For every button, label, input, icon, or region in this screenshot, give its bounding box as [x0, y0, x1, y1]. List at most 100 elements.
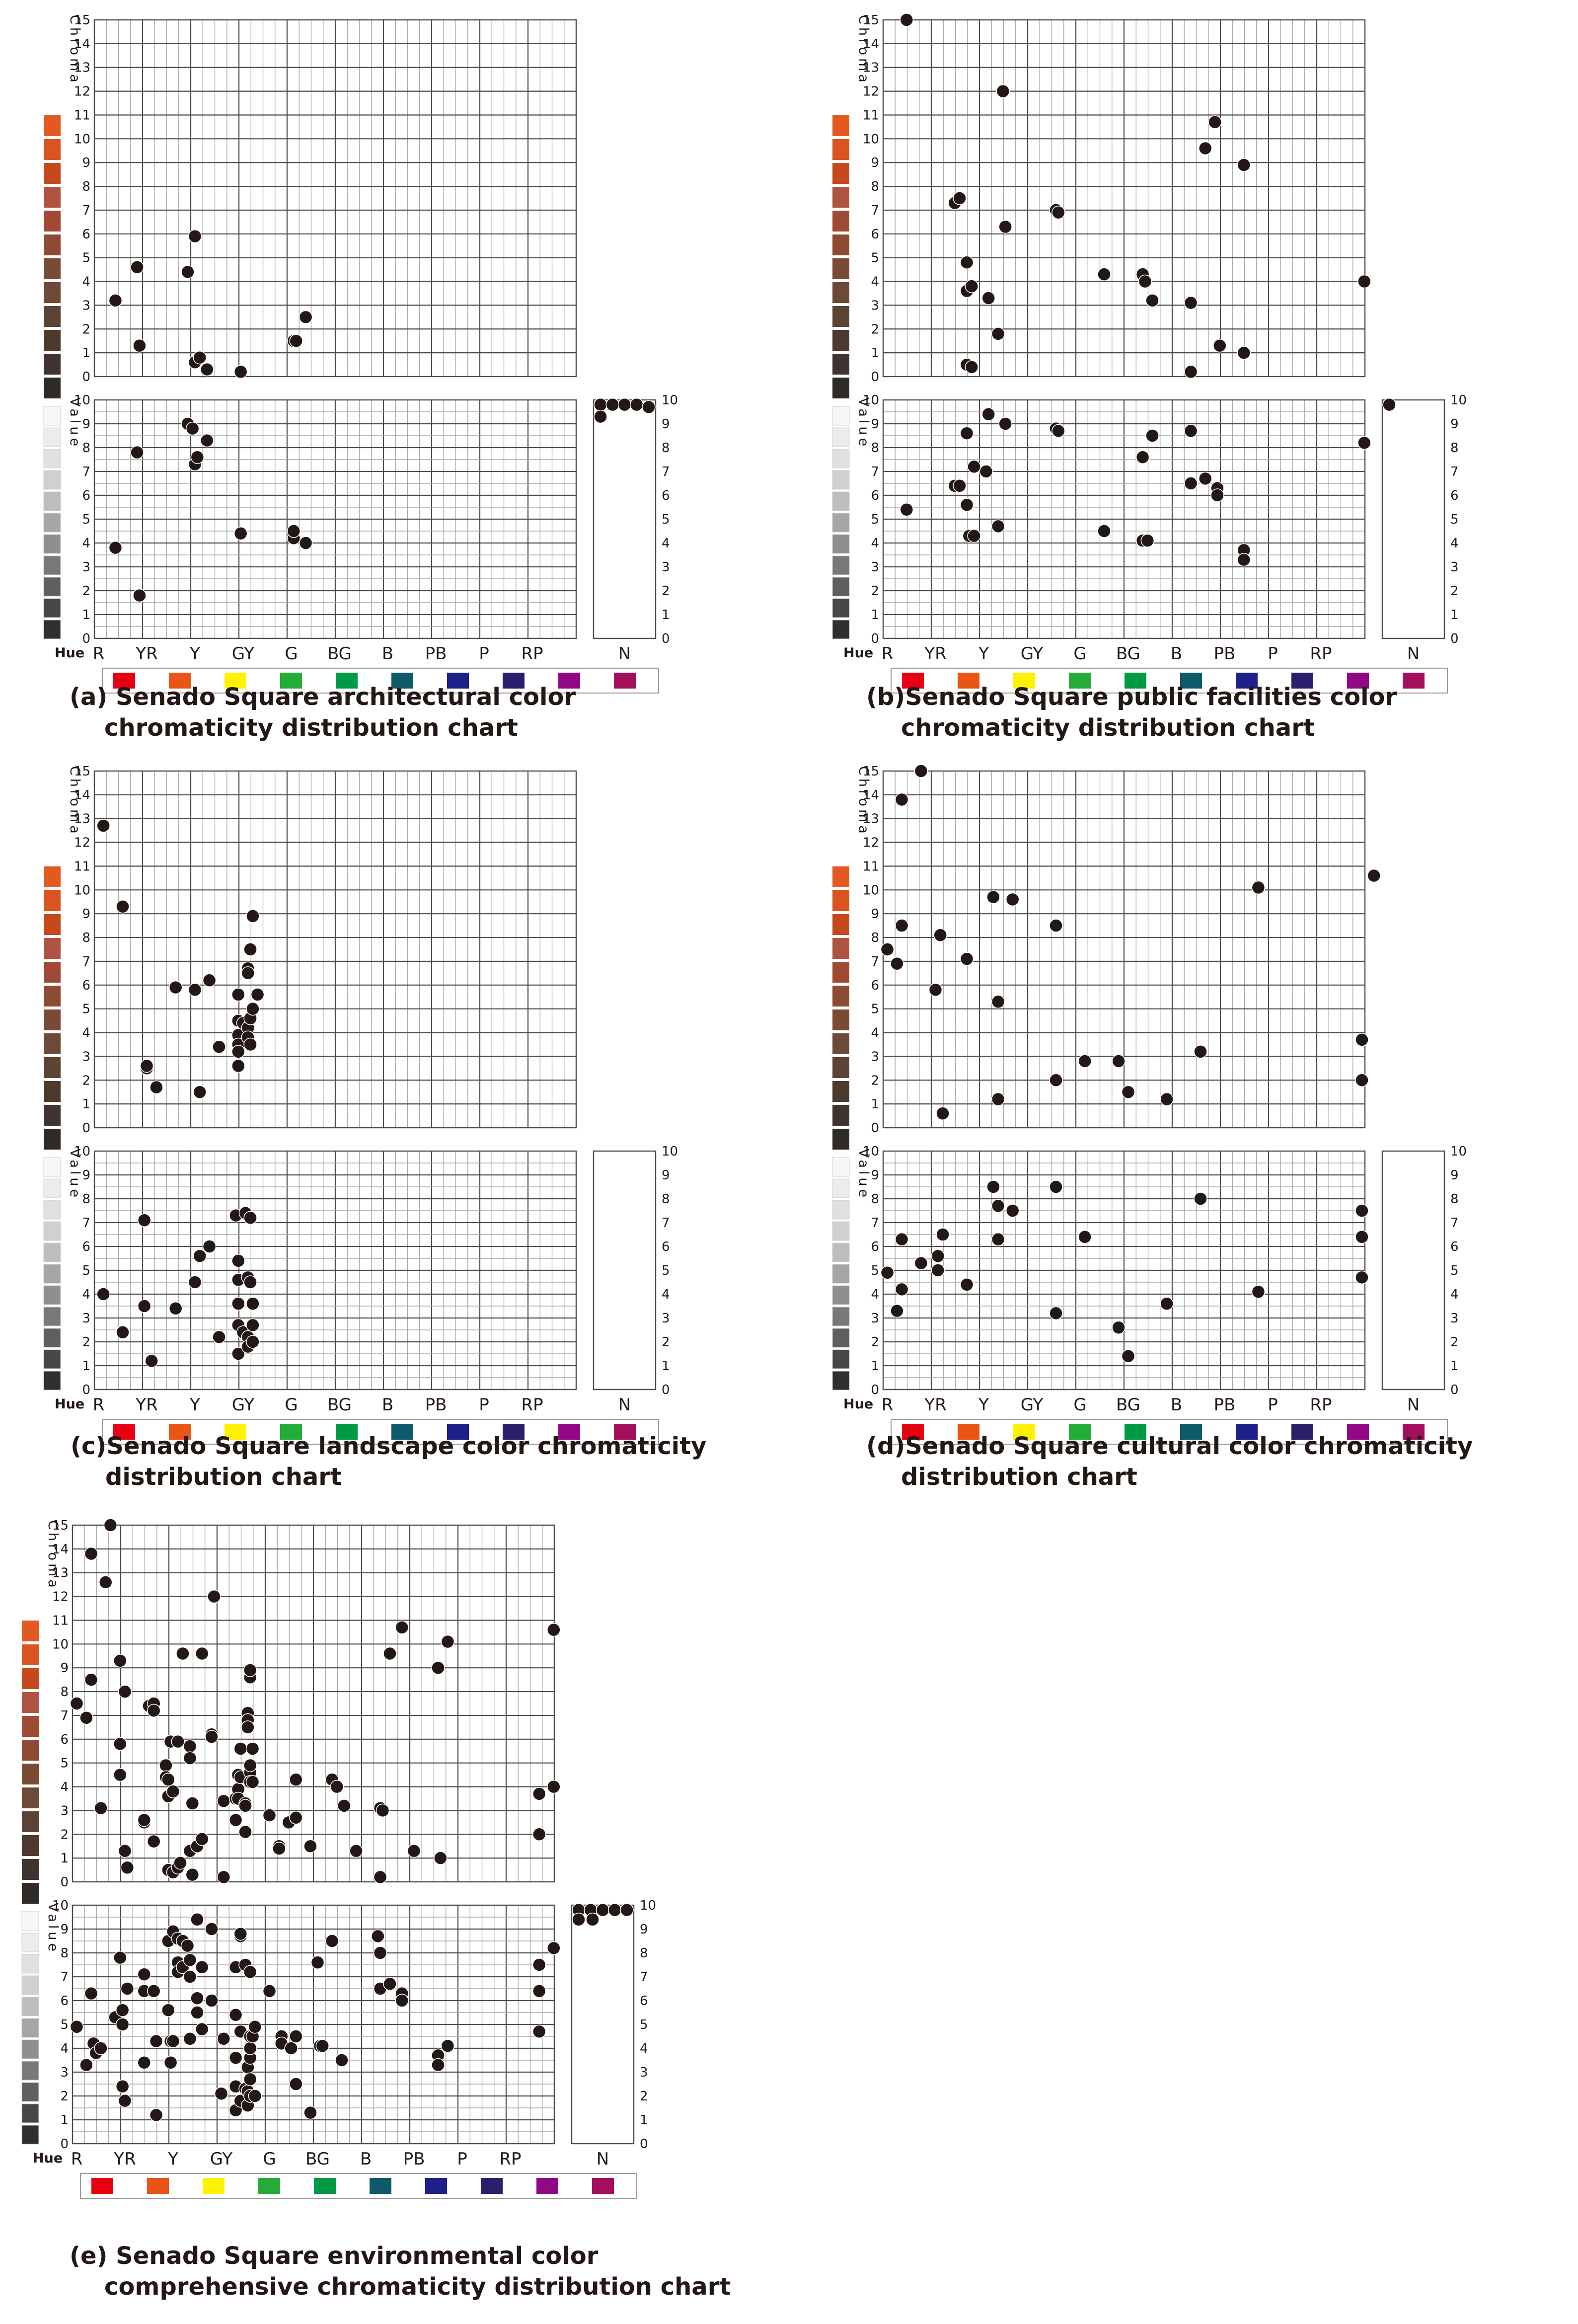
- hue-color-swatch-y: [203, 2178, 225, 2194]
- value-point: [960, 498, 974, 512]
- value-point: [1194, 1192, 1207, 1206]
- hue-color-swatch-r: [91, 2178, 113, 2194]
- value-point: [133, 588, 147, 603]
- neutral-tick-label: 3: [640, 2065, 648, 2080]
- chroma-tick-label: 8: [60, 1685, 69, 1700]
- value-tick-label: 9: [871, 1168, 879, 1183]
- chroma-point: [373, 1870, 387, 1884]
- neutral-tick-label: 9: [662, 417, 670, 432]
- value-point: [115, 2003, 130, 2017]
- chroma-point: [1138, 274, 1152, 289]
- value-point: [183, 1953, 197, 1967]
- chroma-tick-label: 2: [60, 1827, 69, 1842]
- value-point: [190, 1991, 204, 2005]
- hue-color-bar: [891, 1419, 1448, 1445]
- chroma-swatch: [832, 115, 849, 136]
- hue-label-g: G: [1073, 1395, 1086, 1415]
- chroma-swatch: [832, 986, 849, 1007]
- chroma-tick-label: 10: [863, 883, 879, 898]
- value-swatch: [832, 449, 850, 468]
- hue-color-swatch-pb: [503, 1424, 525, 1440]
- value-swatch: [832, 406, 850, 426]
- value-point: [246, 1297, 260, 1311]
- value-point: [70, 2020, 84, 2034]
- chroma-point: [233, 1742, 248, 1756]
- chroma-tick-label: 13: [74, 61, 90, 76]
- value-point: [315, 2039, 329, 2053]
- neutral-tick-label: 8: [1450, 441, 1459, 456]
- value-point: [900, 503, 914, 517]
- chroma-point: [176, 1646, 190, 1661]
- chroma-tick-label: 0: [82, 1121, 90, 1136]
- chroma-point: [202, 973, 217, 987]
- hue-color-swatch-g: [1125, 1424, 1146, 1440]
- neutral-point: [608, 1903, 622, 1917]
- hue-color-swatch-p: [1347, 1424, 1369, 1440]
- value-point: [113, 1950, 127, 1965]
- neutral-plot-frame: [1381, 1150, 1445, 1391]
- grid-a: [94, 20, 576, 638]
- value-swatch: [43, 427, 61, 447]
- hue-color-swatch-y: [1013, 673, 1035, 689]
- chroma-point: [185, 1867, 200, 1882]
- value-point: [383, 1977, 397, 1991]
- chroma-point: [116, 900, 130, 914]
- chroma-point: [1078, 1054, 1092, 1068]
- hue-color-swatch-bg: [1180, 673, 1202, 689]
- chroma-point: [231, 1045, 245, 1059]
- value-swatch: [832, 620, 850, 639]
- value-point: [289, 2077, 303, 2091]
- chroma-swatch: [832, 890, 849, 911]
- hue-color-swatch-yr: [958, 673, 979, 689]
- chroma-point: [1145, 294, 1159, 308]
- chroma-point: [337, 1799, 351, 1813]
- neutral-tick-label: 4: [640, 2041, 648, 2056]
- chroma-swatch: [44, 163, 61, 184]
- value-swatch: [43, 555, 61, 575]
- value-point: [953, 479, 967, 493]
- chroma-point: [547, 1780, 561, 1794]
- neutral-tick-label: 5: [640, 2017, 648, 2032]
- chroma-swatch: [832, 1033, 849, 1054]
- chroma-point: [147, 1834, 161, 1849]
- value-point: [991, 1199, 1005, 1213]
- value-swatch: [43, 598, 61, 618]
- chroma-point: [238, 1799, 252, 1813]
- chroma-tick-label: 12: [74, 836, 90, 851]
- hue-label-rp: RP: [1310, 1395, 1332, 1415]
- value-point: [931, 1249, 945, 1263]
- value-swatch: [43, 1328, 61, 1348]
- chroma-point: [330, 1780, 344, 1794]
- chroma-tick-label: 14: [74, 37, 90, 52]
- value-swatch: [21, 1975, 39, 1995]
- chroma-swatch: [44, 187, 61, 208]
- hue-color-swatch-rp: [1403, 673, 1425, 689]
- value-tick-label: 7: [60, 1970, 69, 1985]
- value-point: [1160, 1297, 1174, 1311]
- value-point: [212, 1330, 226, 1344]
- chart-panel-a: Chroma Value 0 1 2 3 4 5 6 7 8 9 10 11 12 13 14 15 0 0 1 1 2 2 3…: [0, 0, 725, 694]
- chroma-point: [1237, 346, 1251, 360]
- hue-label-b: B: [382, 1395, 393, 1415]
- chroma-plot-frame: [93, 19, 577, 378]
- value-swatch: [43, 534, 61, 554]
- value-swatch: [43, 470, 61, 490]
- chroma-swatch: [22, 1644, 39, 1665]
- chroma-point: [243, 1037, 257, 1052]
- value-point: [243, 1965, 257, 1979]
- hue-color-swatch-p: [558, 673, 580, 689]
- value-point: [1097, 524, 1111, 538]
- value-tick-label: 1: [82, 1359, 90, 1374]
- value-point: [991, 519, 1005, 534]
- value-swatch: [832, 1371, 850, 1391]
- value-swatch: [832, 470, 850, 490]
- chroma-point: [243, 1758, 257, 1773]
- neutral-tick-label: 5: [662, 512, 670, 527]
- value-point: [149, 2034, 163, 2048]
- value-tick-label: 3: [82, 560, 90, 575]
- hue-label-pb: PB: [1214, 644, 1236, 664]
- chroma-tick-label: 12: [863, 836, 879, 851]
- value-tick-label: 4: [82, 1287, 90, 1302]
- value-point: [310, 1955, 325, 1969]
- hue-label-g: G: [285, 1395, 298, 1415]
